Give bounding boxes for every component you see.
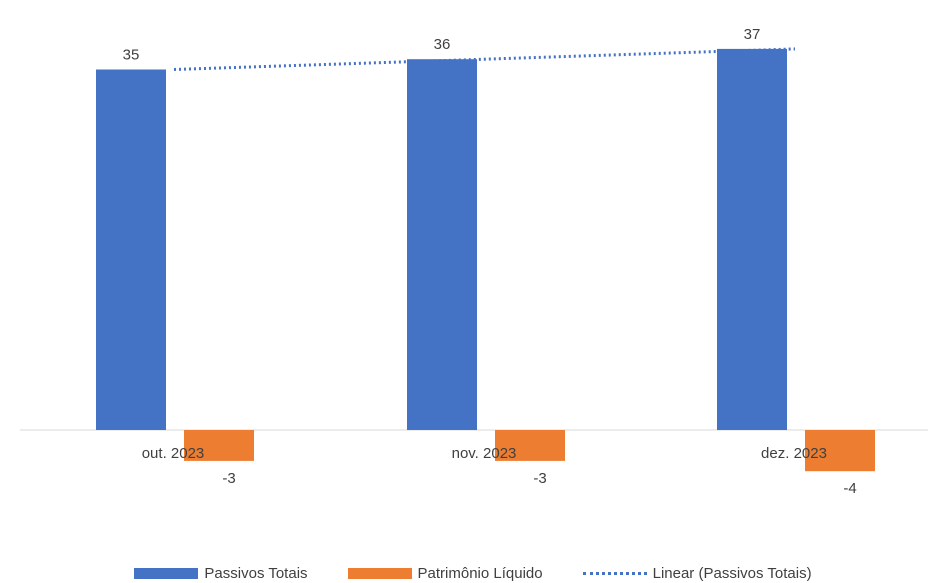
data-label-patrimonio-2: -4 — [843, 480, 856, 497]
bar-patrimonio-1 — [495, 430, 565, 461]
legend-swatch-trendline — [582, 571, 647, 575]
legend-swatch-passivos — [134, 567, 199, 579]
legend: Passivos Totais Patrimônio Líquido Linea… — [0, 563, 946, 583]
data-label-passivos-1: 36 — [434, 36, 451, 53]
bar-passivos-2 — [717, 48, 787, 431]
data-label-patrimonio-1: -3 — [533, 470, 546, 487]
data-label-passivos-2: 37 — [744, 26, 761, 43]
legend-label-passivos: Passivos Totais — [204, 564, 308, 582]
x-tick-label-2: dez. 2023 — [761, 445, 827, 462]
trendline-passivos — [173, 47, 796, 71]
legend-label-patrimonio: Patrimônio Líquido — [417, 564, 543, 582]
data-label-patrimonio-0: -3 — [222, 470, 235, 487]
bar-passivos-0 — [96, 69, 166, 430]
x-tick-label-1: nov. 2023 — [452, 445, 517, 462]
legend-item-trendline: Linear (Passivos Totais) — [582, 564, 812, 582]
legend-swatch-patrimonio — [347, 567, 412, 579]
legend-label-trendline: Linear (Passivos Totais) — [652, 564, 812, 582]
x-tick-label-0: out. 2023 — [142, 445, 205, 462]
legend-item-patrimonio: Patrimônio Líquido — [347, 564, 543, 582]
bar-patrimonio-0 — [184, 430, 254, 461]
bar-passivos-1 — [407, 59, 477, 430]
bar-patrimonio-2 — [805, 430, 875, 472]
data-label-passivos-0: 35 — [123, 47, 140, 64]
legend-item-passivos: Passivos Totais — [134, 564, 308, 582]
